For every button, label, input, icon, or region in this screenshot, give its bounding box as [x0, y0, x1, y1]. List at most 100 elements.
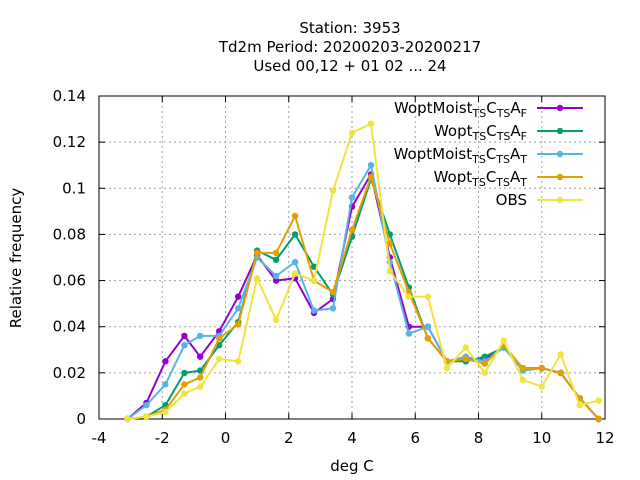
data-point: [481, 369, 488, 377]
series-line: [127, 122, 599, 420]
x-axis-label: deg C: [330, 457, 374, 475]
legend-label-part: C: [486, 122, 496, 140]
title-line-2: Td2m Period: 20200203-20200217: [218, 38, 481, 56]
data-point: [595, 415, 602, 423]
x-tick-label: 12: [595, 429, 614, 447]
legend: WoptMoistTSCTSAFWoptTSCTSAFWoptMoistTSCT…: [394, 99, 583, 209]
legend-label-part: WoptMoist: [394, 99, 473, 117]
data-point: [519, 376, 526, 383]
legend-label-subscript: TS: [496, 130, 511, 143]
data-point: [272, 256, 280, 263]
data-point: [291, 231, 299, 238]
x-tick-label: -2: [155, 429, 170, 447]
data-point: [143, 402, 150, 409]
legend-label-part: A: [510, 122, 521, 140]
legend-label-part: A: [510, 99, 521, 117]
data-point: [519, 365, 526, 372]
data-point: [253, 249, 261, 257]
legend-label-subscript: T: [519, 176, 527, 189]
data-point: [181, 381, 188, 388]
data-point: [405, 330, 413, 337]
data-point: [235, 321, 242, 328]
data-point: [462, 355, 469, 363]
data-point: [367, 120, 375, 127]
legend-label-subscript: TS: [472, 130, 487, 143]
legend-swatch-marker: [556, 196, 564, 204]
data-point: [405, 293, 413, 300]
legend-label-subscript: TS: [495, 176, 510, 189]
legend-label-part: C: [486, 145, 496, 163]
data-point: [124, 415, 131, 423]
data-point: [424, 293, 432, 300]
data-point: [538, 365, 545, 372]
data-point: [500, 337, 507, 344]
data-point: [310, 277, 318, 284]
legend-label-part: OBS: [496, 191, 527, 209]
legend-label-part: A: [510, 145, 521, 163]
data-point: [272, 249, 280, 257]
data-point: [197, 374, 204, 381]
x-axis: -4 -2 0 2 4 6 8 10 12: [92, 96, 615, 447]
y-tick-label: 0.02: [53, 364, 86, 382]
x-tick-label: 4: [347, 429, 357, 447]
data-point: [424, 335, 432, 342]
data-point: [181, 342, 188, 349]
legend-label-part: Wopt: [434, 122, 473, 140]
x-tick-label: -4: [92, 429, 107, 447]
legend-item: WoptMoistTSCTSAT: [394, 145, 583, 166]
data-point: [481, 360, 488, 367]
legend-label-subscript: TS: [495, 153, 510, 166]
series-line: [127, 175, 600, 420]
data-point: [462, 344, 469, 351]
legend-label-part: Wopt: [434, 168, 473, 186]
data-point: [481, 353, 488, 360]
x-tick-label: 8: [474, 429, 484, 447]
x-tick-label: 0: [221, 429, 231, 447]
data-point: [162, 381, 169, 388]
series-4: [124, 120, 602, 423]
data-point: [272, 277, 280, 284]
data-point: [235, 358, 242, 365]
x-tick-label: 2: [284, 429, 294, 447]
y-tick-label: 0.14: [53, 87, 86, 105]
data-point: [310, 307, 318, 314]
legend-swatch-marker: [556, 150, 564, 158]
data-point: [595, 397, 602, 404]
data-point: [367, 162, 375, 169]
legend-label-subscript: F: [521, 130, 527, 143]
data-point: [181, 390, 188, 397]
legend-label-part: WoptMoist: [394, 145, 473, 163]
series-line: [127, 178, 600, 420]
data-point: [197, 383, 204, 390]
data-point: [386, 240, 394, 247]
legend-item: OBS: [496, 191, 583, 209]
legend-swatch-marker: [556, 127, 564, 135]
title-line-3: Used 00,12 + 01 02 ... 24: [253, 57, 446, 75]
legend-label-subscript: TS: [471, 153, 486, 166]
data-point: [443, 365, 451, 372]
legend-swatch-marker: [556, 173, 564, 181]
data-point: [557, 351, 564, 358]
chart-title: Station: 3953 Td2m Period: 20200203-2020…: [218, 19, 481, 75]
data-point: [235, 293, 242, 300]
data-point: [329, 288, 337, 296]
legend-item: WoptTSCTSAF: [434, 122, 583, 143]
legend-label-subscript: F: [521, 107, 527, 120]
y-tick-label: 0.04: [53, 318, 86, 336]
data-point: [329, 187, 337, 194]
legend-label-part: C: [486, 168, 496, 186]
x-tick-label: 10: [532, 429, 551, 447]
data-point: [162, 408, 169, 416]
data-point: [424, 323, 432, 330]
data-point: [557, 369, 564, 377]
legend-label-subscript: TS: [472, 107, 487, 120]
y-axis: 0 0.02 0.04 0.06 0.08 0.1 0.12 0.14: [53, 87, 605, 428]
data-point: [235, 305, 242, 312]
y-tick-label: 0: [76, 410, 86, 428]
legend-label-subscript: T: [519, 153, 527, 166]
legend-label: WoptTSCTSAT: [434, 168, 528, 189]
legend-item: WoptTSCTSAT: [434, 168, 583, 189]
data-point: [367, 173, 375, 180]
series-1: [124, 175, 602, 423]
